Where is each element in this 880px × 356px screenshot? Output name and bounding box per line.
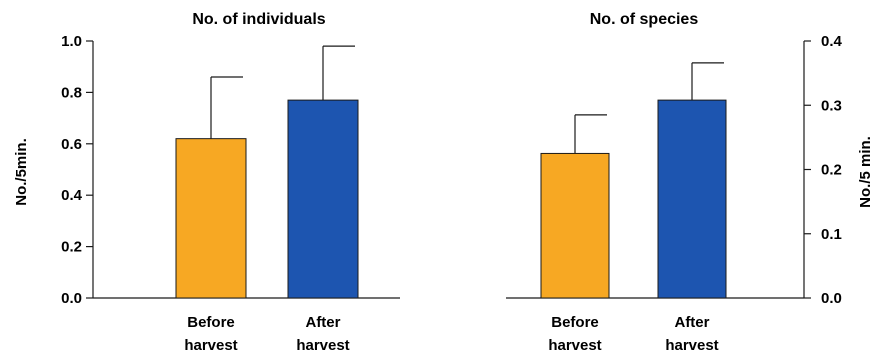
bar <box>540 152 610 299</box>
chart-title: No. of species <box>590 11 699 28</box>
y-tick-label: 0.8 <box>61 84 82 101</box>
category-label: Before <box>187 314 235 331</box>
y-axis-label: No./5min. <box>13 138 30 206</box>
individuals-chart: No. of individuals No./5min. 0.0 0.2 0.4 0.6 0… <box>13 11 400 354</box>
category-label: harvest <box>184 337 237 354</box>
category-label: After <box>674 314 709 331</box>
species-chart: No. of species No./5 min. 0.0 0.1 0.2 0.3 0.4 B… <box>506 11 874 354</box>
y-tick-label: 0.1 <box>821 226 842 243</box>
y-tick-label: 0.2 <box>61 239 82 256</box>
y-tick-label: 0.4 <box>61 187 83 204</box>
bar <box>287 99 359 299</box>
y-tick-label: 0.4 <box>821 33 843 50</box>
bar <box>175 138 247 299</box>
y-tick-label: 1.0 <box>61 33 82 50</box>
chart-title: No. of individuals <box>192 11 325 28</box>
category-label: harvest <box>548 337 601 354</box>
category-label: Before <box>551 314 599 331</box>
bar <box>657 99 727 299</box>
y-tick-label: 0.3 <box>821 97 842 114</box>
y-axis-label: No./5 min. <box>857 136 874 208</box>
category-label: After <box>305 314 340 331</box>
category-label: harvest <box>296 337 349 354</box>
y-tick-label: 0.0 <box>821 290 842 307</box>
y-tick-label: 0.6 <box>61 136 82 153</box>
category-label: harvest <box>665 337 718 354</box>
y-tick-label: 0.2 <box>821 162 842 179</box>
y-tick-label: 0.0 <box>61 290 82 307</box>
